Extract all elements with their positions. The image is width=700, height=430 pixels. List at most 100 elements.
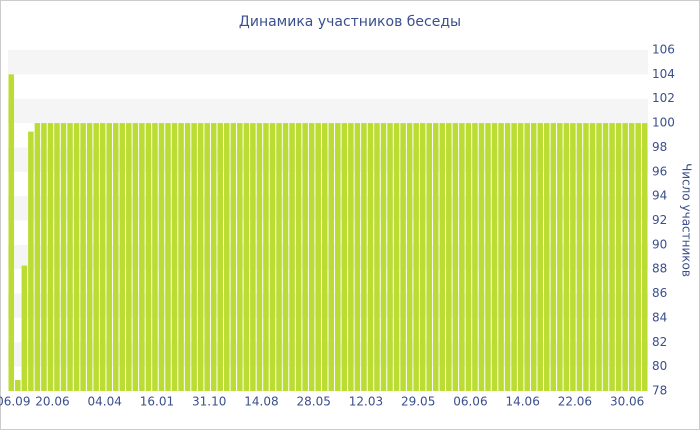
bar	[237, 123, 243, 392]
bar	[641, 123, 648, 392]
bar	[8, 74, 15, 391]
bar	[139, 123, 145, 392]
bar	[485, 123, 491, 392]
bar	[406, 123, 413, 392]
x-tick-label: 06.06	[453, 395, 487, 409]
bar	[21, 265, 28, 391]
bar	[132, 123, 139, 392]
bar	[622, 123, 628, 392]
bar	[263, 123, 269, 392]
bar	[217, 123, 224, 392]
bar	[224, 123, 230, 392]
bar	[361, 123, 367, 392]
bar	[615, 123, 622, 392]
x-tick-label: 12.03	[349, 395, 383, 409]
bar	[106, 123, 112, 392]
bar	[498, 123, 504, 392]
bar	[380, 123, 387, 392]
y-tick-label: 86	[652, 286, 667, 300]
x-tick-label: 14.08	[244, 395, 278, 409]
bar	[112, 123, 119, 392]
y-tick-label: 88	[652, 262, 667, 276]
bar	[282, 123, 289, 392]
y-axis-label: Число участников	[680, 163, 694, 277]
bar	[289, 123, 295, 392]
bar	[544, 123, 550, 392]
bar	[465, 123, 472, 392]
bar	[576, 123, 583, 392]
bar	[557, 123, 563, 392]
bar	[341, 123, 348, 392]
bar	[165, 123, 171, 392]
y-tick-label: 94	[652, 189, 667, 203]
bar	[530, 123, 537, 392]
x-tick-label: 14.06	[505, 395, 539, 409]
y-tick-label: 78	[652, 384, 667, 398]
bar	[276, 123, 282, 392]
x-tick-label: 04.04	[88, 395, 122, 409]
bar	[80, 123, 86, 392]
bar	[602, 123, 609, 392]
bar	[400, 123, 406, 392]
bar	[171, 123, 178, 392]
bar	[321, 123, 328, 392]
bar	[335, 123, 341, 392]
bar	[60, 123, 67, 392]
bar	[393, 123, 400, 392]
bar	[328, 123, 335, 392]
bar	[354, 123, 361, 392]
bar	[191, 123, 197, 392]
y-tick-label: 98	[652, 140, 667, 154]
bar	[413, 123, 419, 392]
bar	[86, 123, 93, 392]
y-tick-label: 104	[652, 67, 675, 81]
bar	[511, 123, 517, 392]
y-tick-label: 80	[652, 359, 667, 373]
bar	[119, 123, 126, 392]
bar	[609, 123, 615, 392]
x-tick-label: 22.06	[558, 395, 592, 409]
bar	[491, 123, 498, 392]
x-tick-label: 29.05	[401, 395, 435, 409]
y-tick-label: 92	[652, 213, 667, 227]
y-tick-label: 106	[652, 43, 675, 57]
bar	[628, 123, 635, 392]
grid-band	[8, 50, 648, 75]
bar	[524, 123, 530, 392]
x-tick-label: 28.05	[296, 395, 330, 409]
bar	[374, 123, 380, 392]
y-tick-label: 96	[652, 164, 667, 178]
bar	[204, 123, 210, 392]
bar	[459, 123, 465, 392]
x-tick-label: 06.09	[0, 395, 30, 409]
bar	[570, 123, 576, 392]
bar	[348, 123, 354, 392]
bar	[563, 123, 570, 392]
bar	[250, 123, 256, 392]
bar	[583, 123, 589, 392]
bar	[635, 123, 641, 392]
bar	[93, 123, 99, 392]
bar	[537, 123, 544, 392]
bar	[302, 123, 308, 392]
bar	[67, 123, 73, 392]
bar	[126, 123, 132, 392]
bar	[269, 123, 276, 392]
bar	[550, 123, 557, 392]
x-tick-label: 20.06	[35, 395, 69, 409]
bar	[73, 123, 80, 392]
bar	[152, 123, 158, 392]
bar	[197, 123, 204, 392]
bar	[426, 123, 432, 392]
bar	[504, 123, 511, 392]
bar	[210, 123, 217, 392]
bar	[432, 123, 439, 392]
bar	[145, 123, 152, 392]
grid-band	[8, 98, 648, 124]
x-tick-label: 30.06	[610, 395, 644, 409]
y-tick-label: 102	[652, 91, 675, 105]
bar	[99, 123, 106, 392]
bar	[367, 123, 374, 392]
bar	[47, 123, 54, 392]
